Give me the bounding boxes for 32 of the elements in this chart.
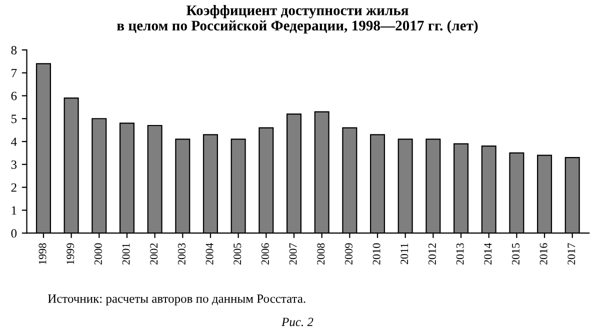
chart-title: Коэффициент доступности жилья в целом по Российской Федерации, 1998—2017 гг. (лет) <box>117 4 478 34</box>
y-tick-label: 7 <box>12 68 17 78</box>
text: Источник: расчеты авторов по данным Росстата. <box>48 294 306 306</box>
x-tick-label: 2017 <box>568 243 576 265</box>
x-tick-label: 2016 <box>540 243 548 265</box>
y-tick-label: 4 <box>11 138 17 146</box>
x-tick-label: 2010 <box>372 243 380 265</box>
x-tick-label: 2013 <box>456 243 464 265</box>
x-tick-label: 2001 <box>122 243 130 265</box>
x-tick-label: 2007 <box>289 243 297 265</box>
x-tick-label: 2011 <box>400 243 408 264</box>
text: Рис. 2 <box>281 318 314 326</box>
y-tick-label: 6 <box>11 92 17 100</box>
y-tick-label: 2 <box>11 183 16 192</box>
x-tick-label: 1998 <box>38 243 46 264</box>
y-tick-label: 3 <box>11 160 17 169</box>
y-tick-label: 5 <box>12 114 17 124</box>
x-tick-label: 2000 <box>94 243 102 265</box>
y-tick-label: 0 <box>11 229 17 238</box>
x-tick-label: 2015 <box>512 243 520 265</box>
x-tick-label: 2002 <box>150 243 158 265</box>
x-tick-label: 2014 <box>484 242 492 265</box>
x-tick-label: 2003 <box>178 243 186 265</box>
x-tick-label: 1999 <box>66 243 74 264</box>
y-tick-label: 1 <box>12 206 16 215</box>
x-tick-label: 2005 <box>234 243 242 265</box>
y-tick-label: 8 <box>11 46 17 54</box>
x-tick-label: 2006 <box>261 243 269 265</box>
x-tick-label: 2009 <box>344 243 352 265</box>
x-tick-label: 2008 <box>317 243 325 265</box>
x-tick-label: 2012 <box>428 243 436 265</box>
x-tick-label: 2004 <box>206 242 214 265</box>
